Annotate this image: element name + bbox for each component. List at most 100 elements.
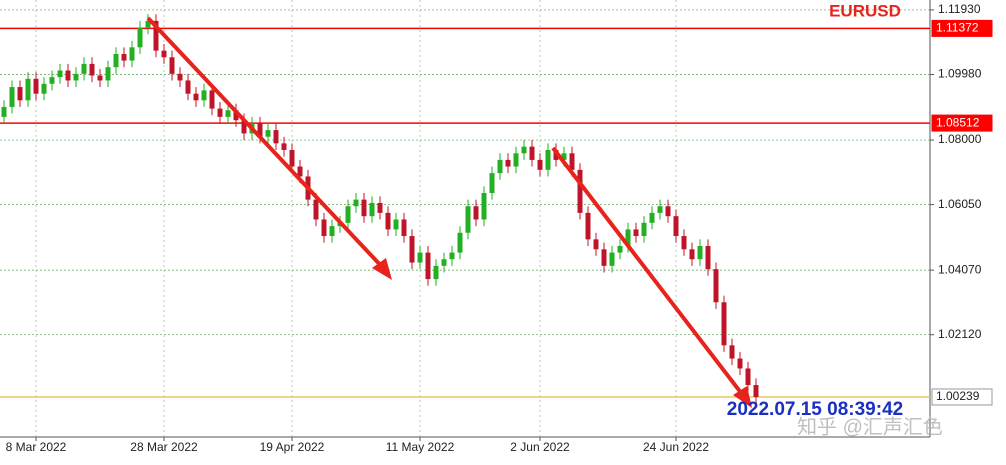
candle-body — [225, 110, 231, 117]
candle-body — [465, 206, 471, 233]
candle-body — [513, 153, 519, 167]
x-tick-label: 19 Apr 2022 — [260, 440, 325, 454]
candle-body — [561, 153, 567, 160]
candle-body — [137, 27, 143, 48]
candle-body — [745, 368, 751, 386]
candle-body — [193, 93, 199, 101]
candle-body — [257, 123, 263, 137]
trend-arrows — [146, 16, 752, 408]
candle-body — [89, 63, 95, 76]
candle-body — [713, 269, 719, 303]
candle-body — [9, 87, 15, 107]
candle-body — [329, 226, 335, 237]
candle-body — [409, 236, 415, 263]
candle-body — [281, 143, 287, 150]
candle-body — [361, 199, 367, 217]
candle-body — [129, 47, 135, 61]
candle-body — [273, 130, 279, 144]
candle-body — [521, 146, 527, 154]
candle-body — [673, 216, 679, 237]
candle-body — [97, 75, 103, 81]
candle-body — [753, 385, 759, 397]
candle-body — [449, 252, 455, 260]
candle-body — [497, 159, 503, 174]
x-tick-label: 11 May 2022 — [386, 440, 455, 454]
y-tick-label: 1.04070 — [938, 262, 982, 276]
candle-body — [401, 219, 407, 237]
candle-body — [481, 193, 487, 220]
candle-body — [705, 245, 711, 270]
y-tick-label: 1.06050 — [938, 197, 982, 211]
candle-body — [457, 232, 463, 253]
watermark: 知乎 @汇声汇色 — [797, 415, 943, 438]
candle-body — [25, 78, 31, 101]
candle-body — [345, 206, 351, 223]
x-tick-label: 24 Jun 2022 — [643, 440, 709, 454]
candle-body — [369, 202, 375, 217]
x-tick-label: 28 Mar 2022 — [130, 440, 198, 454]
candle-body — [681, 236, 687, 250]
candle-body — [633, 229, 639, 237]
price-label: 1.00239 — [936, 389, 980, 403]
arrow-line — [146, 16, 387, 272]
candle-body — [33, 78, 39, 94]
y-tick-label: 1.08000 — [938, 132, 982, 146]
x-tick-label: 2 Jun 2022 — [510, 440, 570, 454]
price-label: 1.08512 — [936, 115, 980, 129]
candle-body — [665, 206, 671, 217]
candle-body — [617, 245, 623, 253]
arrow-head — [733, 386, 752, 408]
candle-body — [433, 265, 439, 280]
candle-body — [425, 252, 431, 280]
candle-body — [569, 153, 575, 170]
candle-body — [393, 219, 399, 230]
x-tick-label: 8 Mar 2022 — [6, 440, 67, 454]
candle-body — [265, 130, 271, 137]
candle-body — [41, 83, 47, 94]
candle-body — [321, 219, 327, 237]
candle-body — [545, 149, 551, 170]
candle-body — [161, 50, 167, 58]
candle-body — [73, 73, 79, 81]
candle-body — [625, 229, 631, 246]
candle-body — [641, 222, 647, 237]
candle-body — [441, 259, 447, 266]
candle-body — [145, 20, 151, 28]
candle-body — [153, 20, 159, 51]
candle-body — [209, 90, 215, 109]
candle-body — [417, 252, 423, 263]
candle-body — [385, 212, 391, 230]
candle-body — [609, 252, 615, 266]
timestamp: 2022.07.15 08:39:42 — [727, 399, 903, 420]
price-label-box — [931, 19, 993, 37]
candle-body — [1, 106, 7, 117]
candle-body — [729, 345, 735, 359]
candle-body — [297, 166, 303, 177]
candle-body — [657, 206, 663, 213]
candle-body — [201, 90, 207, 101]
y-tick-label: 1.02120 — [938, 327, 982, 341]
price-label: 1.11372 — [936, 21, 979, 35]
candle-body — [81, 63, 87, 74]
candle-body — [473, 206, 479, 220]
symbol-title: EURUSD — [829, 1, 901, 20]
candle-body — [241, 120, 247, 134]
candle-body — [577, 169, 583, 213]
candle-body — [593, 239, 599, 250]
candle-body — [121, 53, 127, 61]
candle-body — [649, 212, 655, 223]
candle-body — [601, 249, 607, 266]
candle-body — [721, 302, 727, 346]
candle-body — [177, 73, 183, 81]
candle-body — [489, 173, 495, 194]
candle-body — [689, 249, 695, 260]
y-tick-label: 1.09980 — [938, 67, 982, 81]
candle-body — [529, 146, 535, 160]
arrow-line — [551, 146, 747, 400]
price-label-box — [931, 114, 993, 132]
y-tick-label: 1.11930 — [938, 2, 981, 16]
candle-body — [697, 245, 703, 260]
candle-body — [313, 199, 319, 220]
candle-body — [737, 358, 743, 369]
